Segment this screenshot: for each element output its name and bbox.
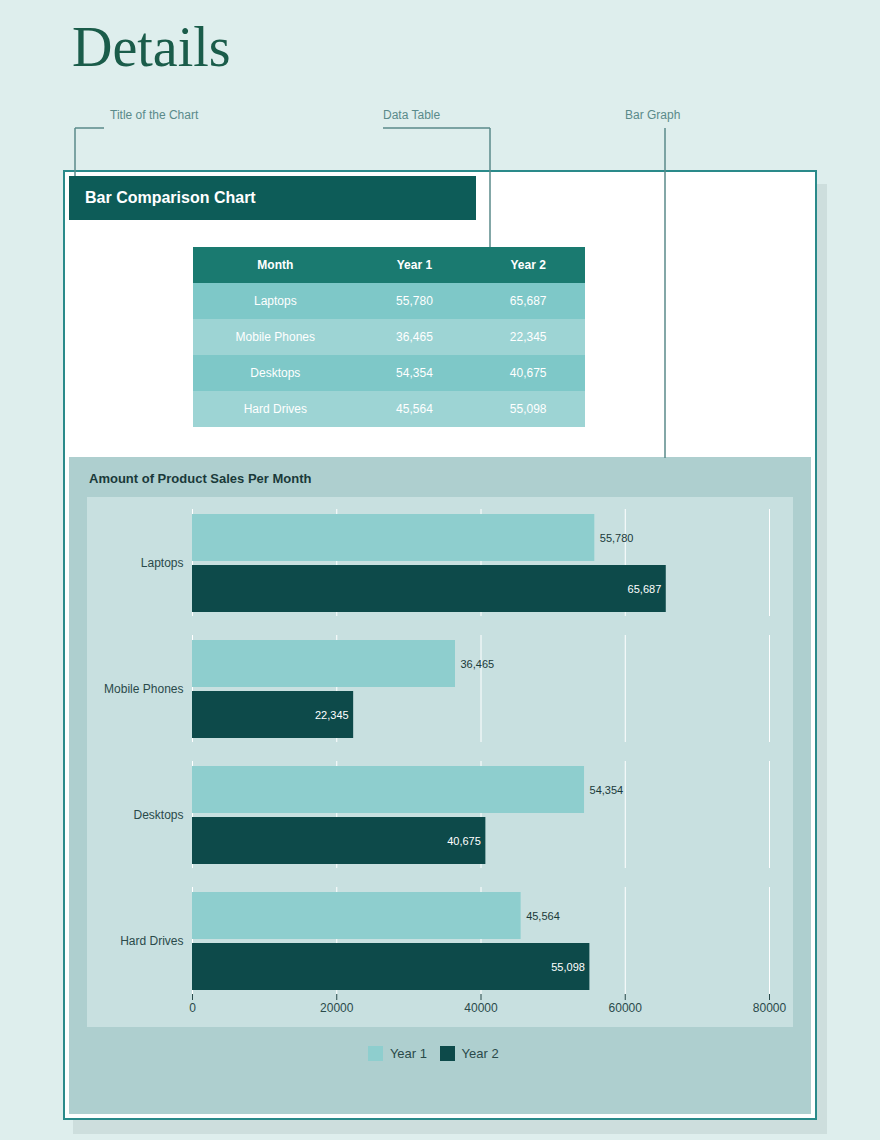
html-text:Month: Month: [257, 258, 294, 272]
html-text:45,564: 45,564: [396, 402, 433, 416]
html-text:54,354: 54,354: [396, 366, 433, 380]
svg-text:45,564: 45,564: [526, 910, 560, 922]
svg-text:0: 0: [189, 1001, 196, 1015]
html-text:Year 1: Year 1: [389, 1046, 427, 1061]
svg-text:36,465: 36,465: [461, 658, 495, 670]
html-text:65,687: 65,687: [509, 294, 547, 308]
svg-text:55,780: 55,780: [600, 532, 634, 544]
html-text:36,465: 36,465: [396, 330, 433, 344]
svg-text:Desktops: Desktops: [133, 808, 183, 822]
html-text:40,675: 40,675: [509, 366, 547, 380]
html-text:Desktops: Desktops: [250, 366, 301, 380]
html-text:Year 2: Year 2: [461, 1046, 499, 1061]
svg-text:Laptops: Laptops: [141, 556, 184, 570]
svg-text:54,354: 54,354: [590, 784, 624, 796]
svg-text:60000: 60000: [609, 1001, 643, 1015]
svg-text:40000: 40000: [464, 1001, 498, 1015]
html-text:Data Table: Data Table: [383, 108, 441, 122]
html-text:Mobile Phones: Mobile Phones: [235, 330, 315, 344]
svg-text:Hard Drives: Hard Drives: [120, 934, 183, 948]
svg-text:22,345: 22,345: [315, 709, 349, 721]
svg-text:20000: 20000: [320, 1001, 354, 1015]
html-text:Title of the Chart: Title of the Chart: [110, 108, 199, 122]
html-text:Amount of Product Sales Per Mo: Amount of Product Sales Per Month: [89, 471, 312, 486]
svg-text:65,687: 65,687: [628, 583, 662, 595]
html-text:22,345: 22,345: [509, 330, 547, 344]
svg-text:40,675: 40,675: [447, 835, 481, 847]
html-text:Year 2: Year 2: [510, 258, 546, 272]
html-text:55,780: 55,780: [396, 294, 433, 308]
html-text:Laptops: Laptops: [254, 294, 297, 308]
html-text:Bar Comparison Chart: Bar Comparison Chart: [85, 189, 256, 206]
html-text:Hard Drives: Hard Drives: [243, 402, 307, 416]
html-text:Details: Details: [72, 16, 231, 78]
svg-text:55,098: 55,098: [551, 961, 585, 973]
svg-text:Mobile Phones: Mobile Phones: [104, 682, 183, 696]
html-text:Year 1: Year 1: [396, 258, 433, 272]
html-text:Bar Graph: Bar Graph: [625, 108, 681, 122]
svg-text:80000: 80000: [753, 1001, 787, 1015]
html-text:55,098: 55,098: [509, 402, 547, 416]
